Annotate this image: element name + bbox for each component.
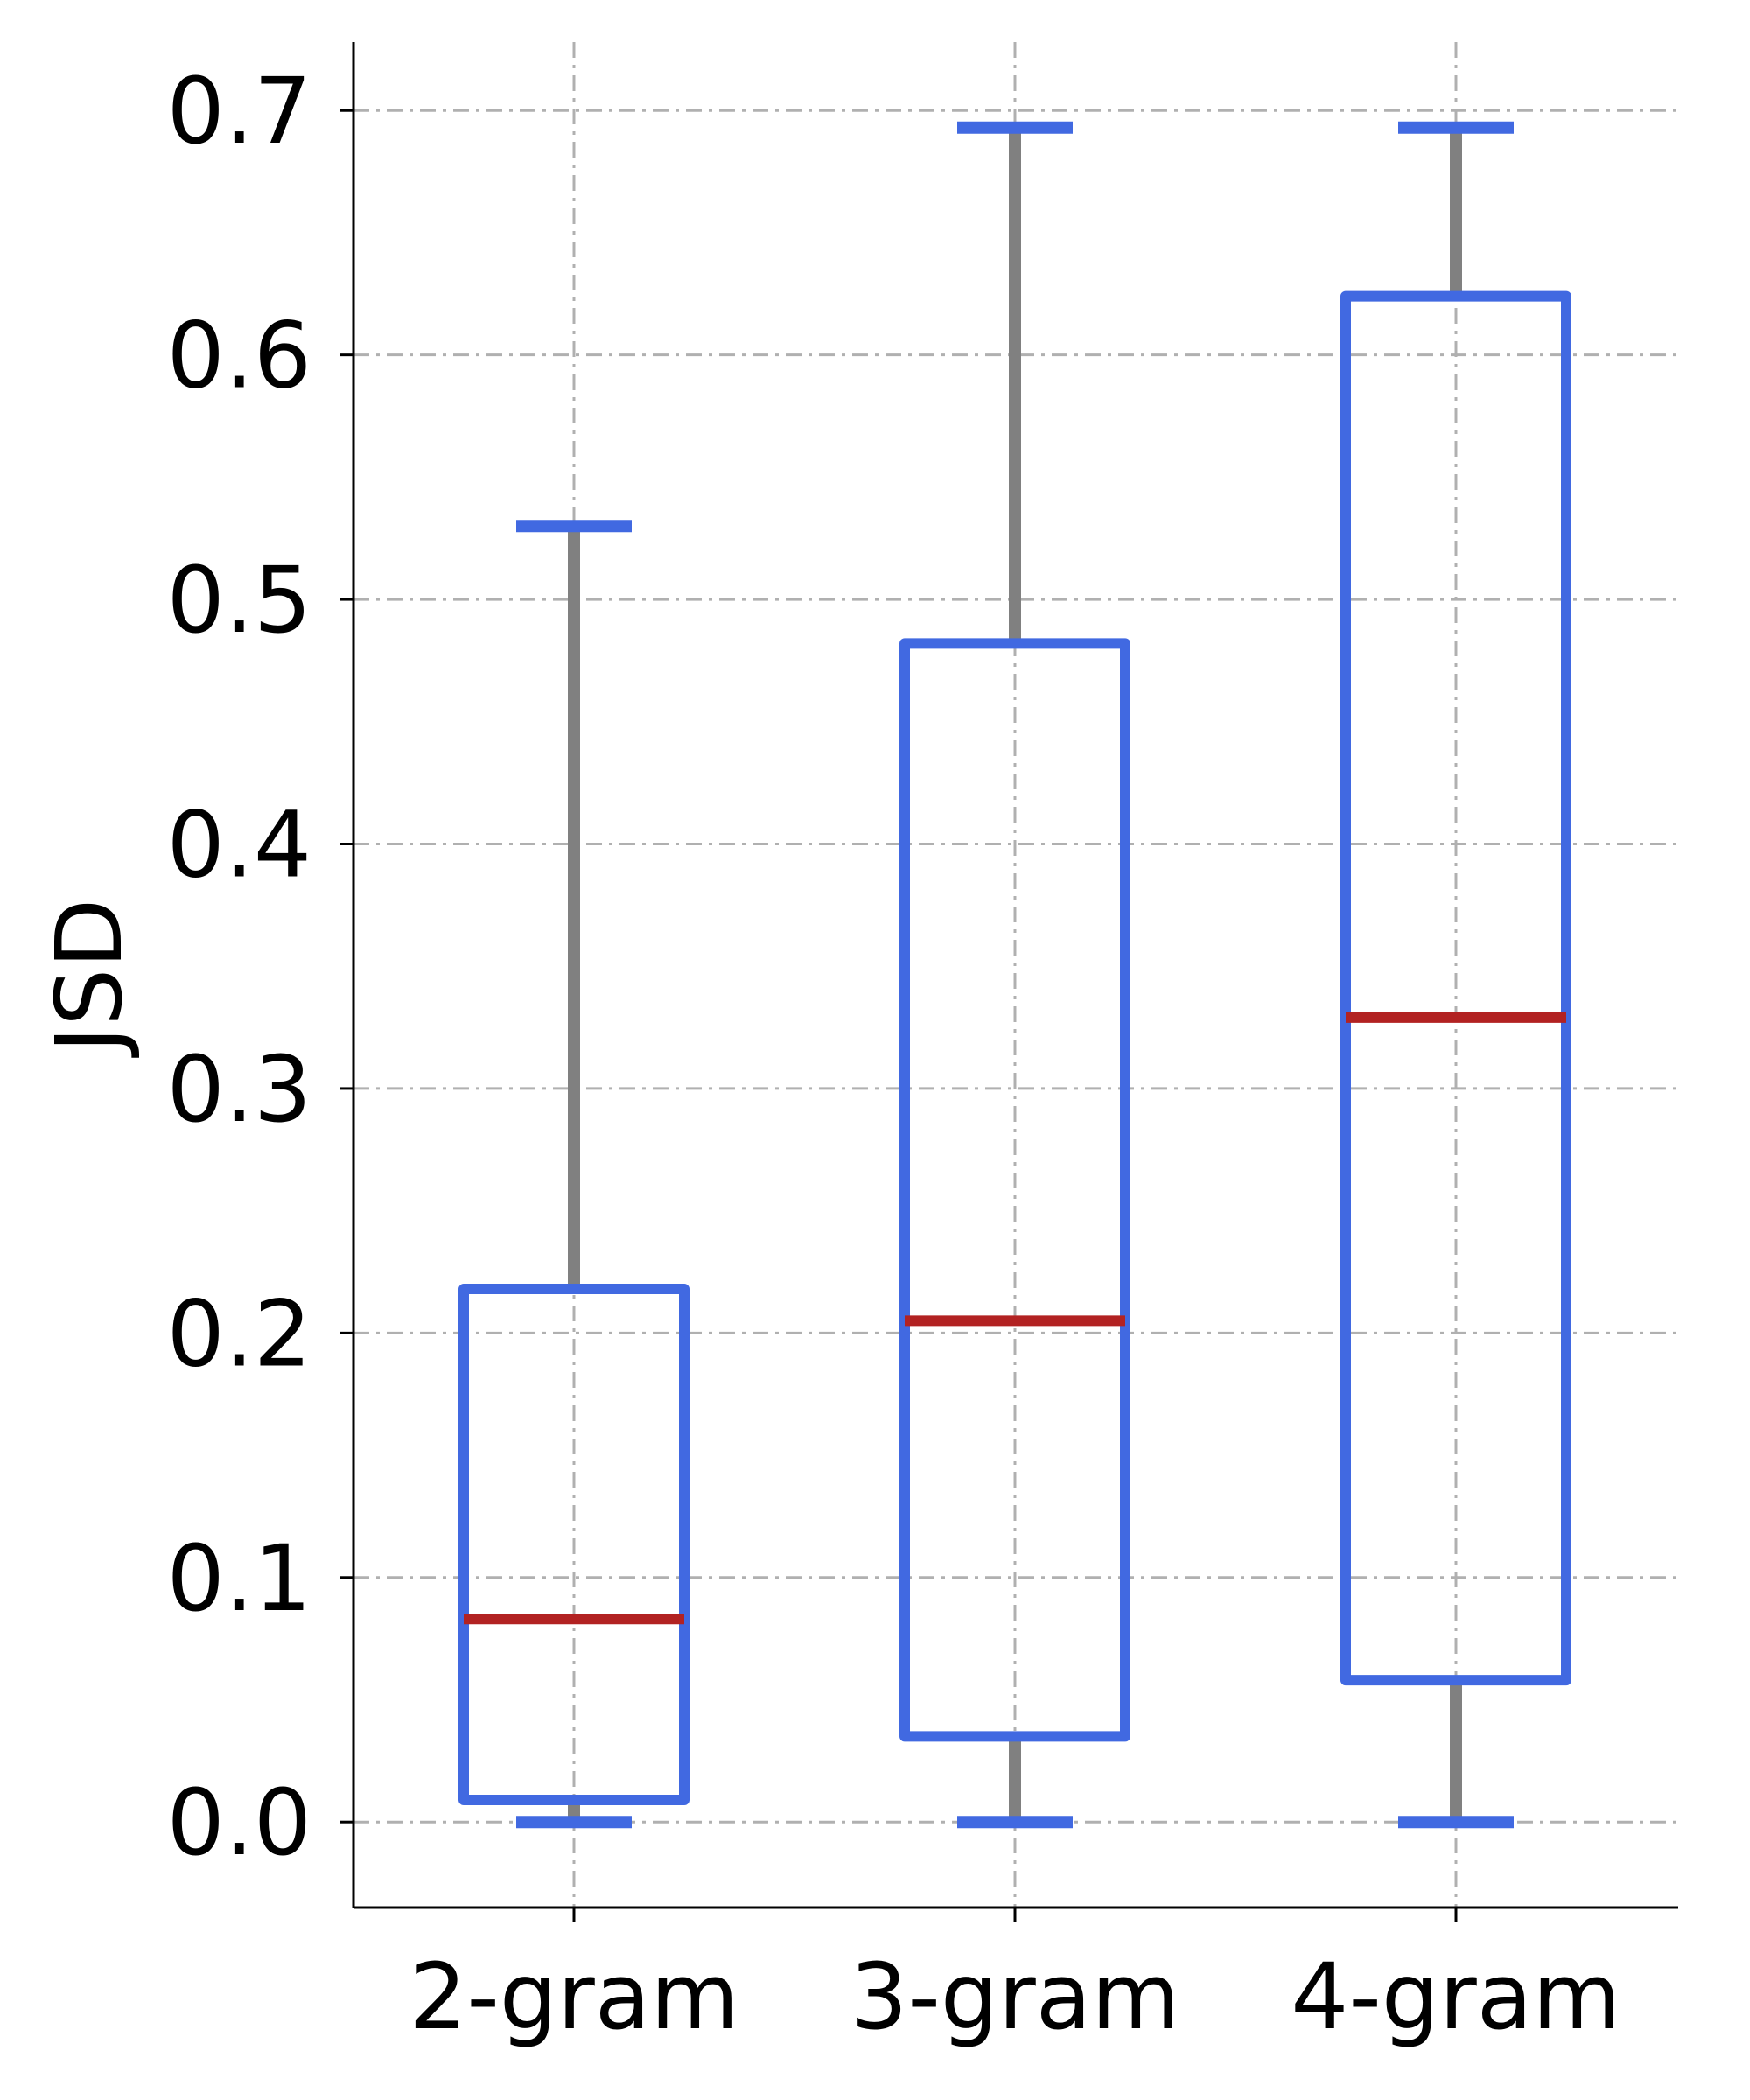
y-tick-label: 0.5: [167, 547, 312, 654]
x-tick-label: 2-gram: [409, 1943, 739, 2050]
y-tick-label: 0.6: [167, 303, 312, 410]
box-iqr: [458, 1284, 690, 1806]
y-tick-label: 0.7: [167, 58, 312, 164]
y-axis-title: JSD: [36, 899, 143, 1059]
y-tick-label: 0.1: [167, 1525, 312, 1632]
whisker-layer: [568, 127, 1462, 1823]
box-iqr: [900, 638, 1130, 1742]
axis-layer: [340, 42, 1678, 1922]
y-tick-label: 0.4: [167, 792, 312, 899]
y-tick-label: 0.3: [167, 1036, 312, 1143]
y-tick-label: 0.2: [167, 1280, 312, 1387]
x-tick-label: 4-gram: [1291, 1943, 1621, 2050]
box-layer: [458, 121, 1572, 1829]
x-tick-label: 3-gram: [850, 1943, 1180, 2050]
y-tick-label: 0.0: [167, 1769, 312, 1876]
box-iqr: [1340, 290, 1572, 1686]
label-layer: 0.0 0.1 0.2 0.3 0.4 0.5 0.6 0.7 2-gram 3-gram 4-gr…: [167, 58, 1621, 2050]
